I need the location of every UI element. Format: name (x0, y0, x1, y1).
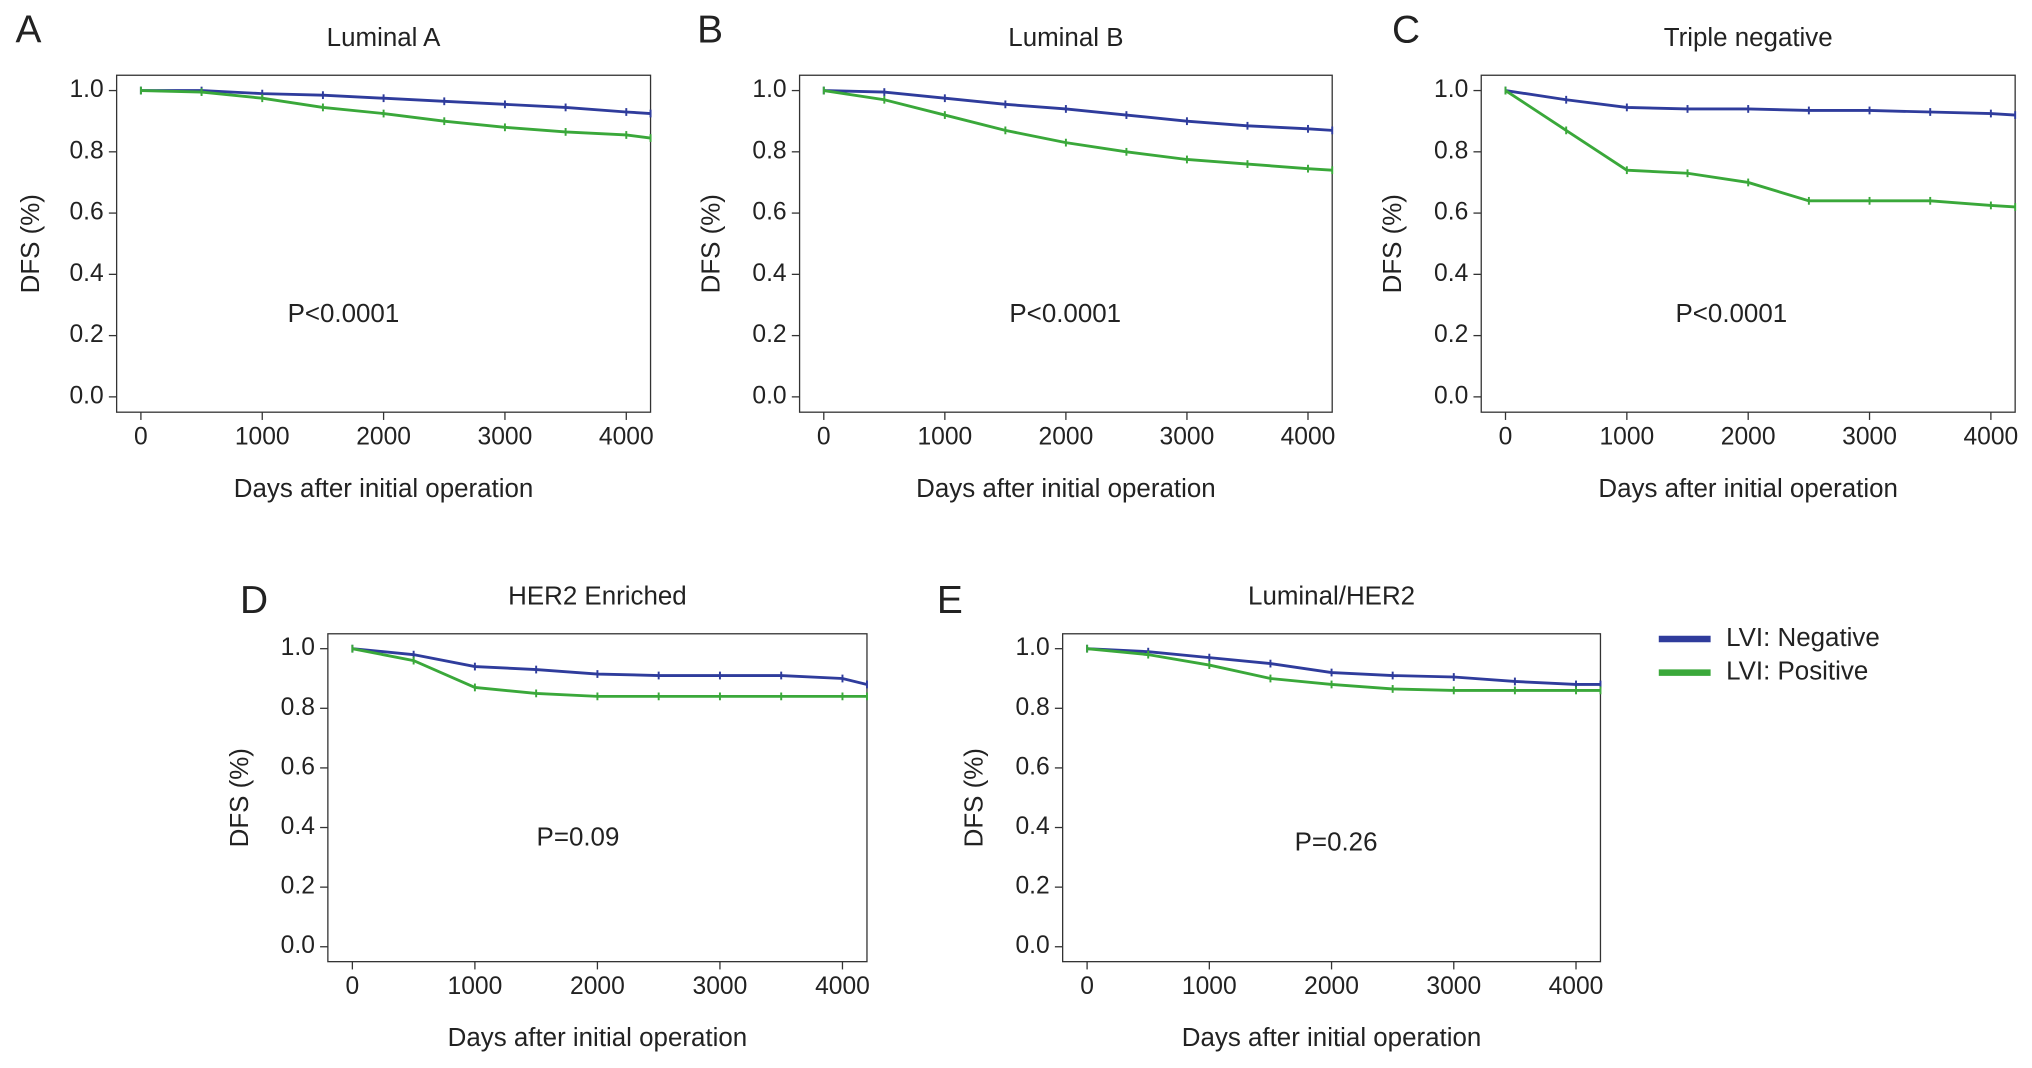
panel-letter: C (1392, 9, 1420, 52)
x-tick-label: 1000 (917, 424, 972, 451)
y-tick-label: 1.0 (752, 76, 786, 103)
x-tick-label: 0 (346, 973, 360, 1000)
chart-title: Luminal B (1008, 24, 1123, 52)
y-axis-label: DFS (%) (961, 748, 989, 847)
y-tick-label: 1.0 (69, 76, 103, 103)
x-tick-label: 2000 (1039, 424, 1094, 451)
x-tick-label: 3000 (693, 973, 748, 1000)
x-axis-label: Days after initial operation (916, 475, 1216, 503)
x-tick-label: 0 (817, 424, 831, 451)
y-tick-label: 0.4 (281, 813, 315, 840)
x-tick-label: 0 (134, 424, 148, 451)
survival-curve (352, 647, 867, 698)
y-axis-label: DFS (%) (17, 194, 45, 293)
x-tick-label: 3000 (478, 424, 533, 451)
panel-letter: E (937, 579, 963, 622)
y-tick-label: 0.8 (69, 137, 103, 164)
x-axis-label: Days after initial operation (1598, 475, 1898, 503)
x-tick-label: 4000 (1281, 424, 1336, 451)
chart-title: Luminal/HER2 (1248, 582, 1415, 610)
chart-title: HER2 Enriched (508, 582, 687, 610)
x-axis-label: Days after initial operation (234, 475, 534, 503)
y-tick-label: 0.2 (1015, 873, 1049, 900)
y-tick-label: 0.8 (281, 694, 315, 721)
survival-curve (1504, 89, 2016, 209)
y-tick-label: 0.0 (1015, 932, 1049, 959)
y-tick-label: 0.6 (281, 753, 315, 780)
y-tick-label: 0.8 (752, 137, 786, 164)
chart-title: Triple negative (1664, 24, 1833, 52)
survival-curve (1086, 647, 1601, 692)
y-tick-label: 0.4 (69, 260, 103, 287)
panel-letter: B (697, 9, 723, 52)
x-axis-label: Days after initial operation (1182, 1024, 1482, 1052)
y-tick-label: 0.4 (1015, 813, 1049, 840)
y-tick-label: 1.0 (281, 634, 315, 661)
y-tick-label: 0.0 (69, 382, 103, 409)
y-tick-label: 0.6 (752, 199, 786, 226)
x-tick-label: 3000 (1160, 424, 1215, 451)
p-value: P=0.26 (1295, 829, 1378, 857)
y-tick-label: 1.0 (1434, 76, 1468, 103)
panel-letter: D (240, 579, 268, 622)
x-tick-label: 4000 (815, 973, 870, 1000)
y-tick-label: 0.2 (752, 321, 786, 348)
survival-curve (823, 89, 1333, 172)
p-value: P<0.0001 (288, 300, 400, 328)
x-tick-label: 1000 (1599, 424, 1654, 451)
x-tick-label: 2000 (570, 973, 625, 1000)
y-tick-label: 0.4 (1434, 260, 1468, 287)
legend-label: LVI: Positive (1726, 658, 1868, 686)
y-tick-label: 0.2 (69, 321, 103, 348)
y-axis-label: DFS (%) (1379, 194, 1407, 293)
survival-curve (140, 89, 651, 140)
y-tick-label: 0.8 (1015, 694, 1049, 721)
survival-curve (823, 89, 1333, 132)
plot-frame (115, 74, 652, 413)
x-tick-label: 4000 (599, 424, 654, 451)
x-tick-label: 1000 (235, 424, 290, 451)
survival-curve (1505, 89, 2016, 117)
y-tick-label: 0.8 (1434, 137, 1468, 164)
x-tick-label: 1000 (1182, 973, 1237, 1000)
x-tick-label: 1000 (448, 973, 503, 1000)
panel-letter: A (16, 9, 42, 52)
x-tick-label: 4000 (1964, 424, 2019, 451)
x-tick-label: 2000 (1304, 973, 1359, 1000)
survival-curve (1087, 647, 1601, 686)
y-tick-label: 0.6 (1434, 199, 1468, 226)
survival-curve (140, 89, 651, 115)
plot-frame (327, 633, 868, 963)
x-tick-label: 2000 (356, 424, 411, 451)
survival-curve (352, 647, 868, 686)
y-tick-label: 0.6 (69, 199, 103, 226)
y-tick-label: 0.0 (1434, 382, 1468, 409)
y-tick-label: 0.2 (281, 873, 315, 900)
p-value: P=0.09 (537, 823, 620, 851)
x-tick-label: 0 (1080, 973, 1094, 1000)
p-value: P<0.0001 (1676, 300, 1788, 328)
y-tick-label: 1.0 (1015, 634, 1049, 661)
p-value: P<0.0001 (1009, 300, 1121, 328)
x-tick-label: 4000 (1549, 973, 1604, 1000)
y-tick-label: 0.2 (1434, 321, 1468, 348)
y-axis-label: DFS (%) (698, 194, 726, 293)
chart-title: Luminal A (327, 24, 441, 52)
y-axis-label: DFS (%) (226, 748, 254, 847)
y-tick-label: 0.4 (752, 260, 786, 287)
y-tick-label: 0.0 (752, 382, 786, 409)
y-tick-label: 0.0 (281, 932, 315, 959)
x-tick-label: 3000 (1426, 973, 1481, 1000)
y-tick-label: 0.6 (1015, 753, 1049, 780)
x-tick-label: 0 (1499, 424, 1513, 451)
legend-label: LVI: Negative (1726, 624, 1880, 652)
x-axis-label: Days after initial operation (448, 1024, 748, 1052)
x-tick-label: 3000 (1842, 424, 1897, 451)
x-tick-label: 2000 (1721, 424, 1776, 451)
